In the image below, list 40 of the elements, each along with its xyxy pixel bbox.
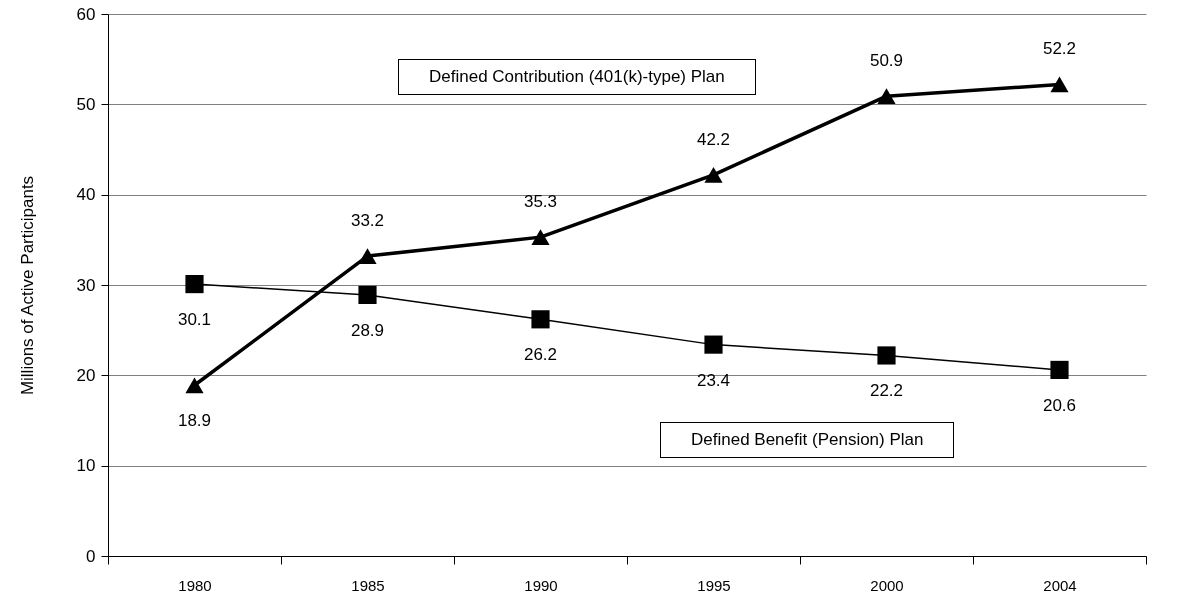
y-tick-label: 40 (76, 185, 96, 205)
data-label: 35.3 (523, 192, 558, 212)
data-label: 50.9 (869, 51, 904, 71)
text: Defined Contribution (401(k)-type) Plan (398, 59, 756, 95)
point (531, 310, 550, 329)
data-label: 26.2 (523, 345, 558, 365)
point (877, 88, 896, 105)
data-label: 33.2 (350, 211, 385, 231)
point (877, 346, 896, 365)
point (1050, 76, 1069, 93)
point (704, 166, 723, 183)
x-tick-label: 1995 (697, 576, 731, 594)
x-tick-label: 2004 (1043, 576, 1077, 594)
point (185, 377, 204, 394)
data-label: 23.4 (696, 370, 731, 390)
x-tick-label: 1985 (351, 576, 385, 594)
text: Defined Benefit (Pension) Plan (660, 422, 955, 458)
data-label: 28.9 (350, 320, 385, 340)
y-tick-label: 0 (86, 546, 96, 566)
data-label: 18.9 (177, 411, 212, 431)
y-tick-label: 30 (76, 275, 96, 295)
data-label: 22.2 (869, 381, 904, 401)
point (704, 335, 723, 354)
y-tick-label: 20 (76, 365, 96, 385)
point (358, 285, 377, 305)
data-label: 30.1 (177, 310, 212, 330)
point (531, 229, 550, 245)
point (1050, 360, 1069, 379)
y-axis-title: Millions of Active Participants (17, 175, 37, 396)
point (185, 275, 204, 294)
x-tick-label: 1990 (524, 576, 558, 594)
data-label: 20.6 (1042, 395, 1077, 415)
y-tick-label: 50 (76, 94, 96, 114)
point (358, 248, 377, 264)
data-label: 52.2 (1042, 39, 1077, 59)
y-tick-label: 60 (76, 4, 96, 24)
data-label: 42.2 (696, 129, 731, 149)
x-tick-label: 1980 (178, 576, 212, 594)
x-tick-label: 2000 (870, 576, 904, 594)
y-tick-label: 10 (76, 456, 96, 476)
